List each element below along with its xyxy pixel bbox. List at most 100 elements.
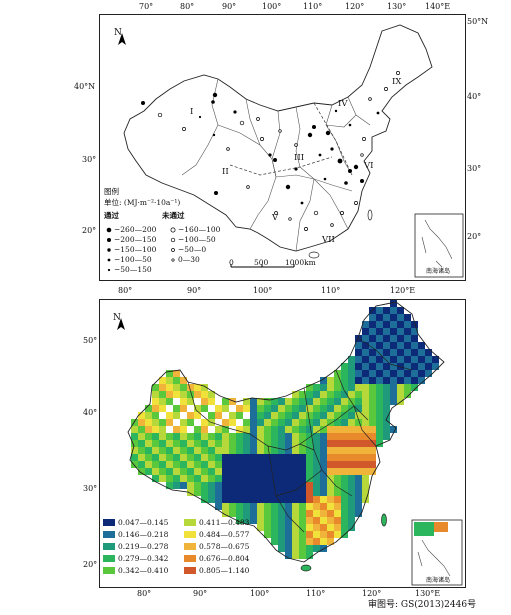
heatmap-cell [306, 440, 313, 447]
legend-label: 0.805—1.140 [199, 566, 250, 575]
heatmap-cell [271, 454, 278, 461]
legend-label: 0.578—0.675 [199, 542, 250, 551]
heatmap-cell [222, 419, 229, 426]
north-arrow-icon [117, 318, 125, 330]
heatmap-cell [313, 482, 320, 489]
heatmap-cell [362, 342, 369, 349]
heatmap-cell [278, 538, 285, 545]
heatmap-cell [397, 363, 404, 370]
heatmap-cell [271, 489, 278, 496]
heatmap-cell [362, 391, 369, 398]
heatmap-cell [250, 475, 257, 482]
legend-passed-item: −50—150 [114, 265, 152, 274]
heatmap-cell [369, 391, 376, 398]
heatmap-cell [390, 426, 397, 433]
heatmap-cell [348, 524, 355, 531]
legend-swatch [184, 519, 196, 526]
legend-label: 0.146—0.218 [118, 530, 169, 539]
lat-tick-right: 30° [467, 164, 482, 173]
inset-label: 南海诸岛 [426, 268, 451, 275]
heatmap-cell [362, 426, 369, 433]
heatmap-cell [320, 433, 327, 440]
heatmap-cell [362, 328, 369, 335]
heatmap-cell [194, 405, 201, 412]
lon-tick: 100° [250, 589, 270, 598]
heatmap-cell [250, 412, 257, 419]
heatmap-cell [327, 377, 334, 384]
heatmap-cell [362, 412, 369, 419]
heatmap-cell [187, 475, 194, 482]
north-arrow-icon [118, 33, 126, 45]
heatmap-cell [411, 384, 418, 391]
heatmap-cell [173, 482, 180, 489]
lon-tick: 100° [253, 286, 273, 295]
heatmap-cell [341, 405, 348, 412]
heatmap-cell [327, 489, 334, 496]
heatmap-cell [369, 321, 376, 328]
heatmap-grid [131, 300, 439, 559]
heatmap-cell [355, 377, 362, 384]
heatmap-cell [250, 454, 257, 461]
heatmap-cell [250, 517, 257, 524]
heatmap-cell [341, 454, 348, 461]
heatmap-cell [369, 356, 376, 363]
heatmap-cell [180, 433, 187, 440]
region-label-9: IX [392, 77, 402, 87]
heatmap-cell [348, 489, 355, 496]
heatmap-cell [180, 426, 187, 433]
heatmap-cell [355, 342, 362, 349]
heatmap-cell [215, 412, 222, 419]
heatmap-cell [292, 454, 299, 461]
heatmap-cell [306, 405, 313, 412]
region-label-3: III [294, 153, 305, 163]
heatmap-cell [236, 447, 243, 454]
heatmap-cell [390, 377, 397, 384]
heatmap-cell [201, 447, 208, 454]
legend-swatch [103, 531, 115, 538]
heatmap-cell [404, 363, 411, 370]
heatmap-cell [362, 405, 369, 412]
heatmap-cell [383, 370, 390, 377]
heatmap-cell [355, 482, 362, 489]
heatmap-cell [376, 433, 383, 440]
heatmap-cell [397, 321, 404, 328]
heatmap-cell [376, 342, 383, 349]
heatmap-cell [145, 419, 152, 426]
heatmap-cell [131, 426, 138, 433]
heatmap-cell [292, 517, 299, 524]
heatmap-cell [159, 475, 166, 482]
heatmap-cell [257, 419, 264, 426]
heatmap-cell [187, 454, 194, 461]
heatmap-cell [250, 510, 257, 517]
heatmap-cell [194, 475, 201, 482]
heatmap-cell [208, 461, 215, 468]
heatmap-cell [383, 314, 390, 321]
heatmap-cell [285, 496, 292, 503]
heatmap-cell [145, 440, 152, 447]
heatmap-cell [250, 405, 257, 412]
heatmap-cell [166, 384, 173, 391]
heatmap-cell [334, 461, 341, 468]
heatmap-cell [355, 349, 362, 356]
heatmap-cell [306, 517, 313, 524]
heatmap-cell [376, 426, 383, 433]
heatmap-cell [341, 468, 348, 475]
heatmap-cell [236, 433, 243, 440]
heatmap-cell [362, 489, 369, 496]
heatmap-cell [397, 384, 404, 391]
heatmap-cell [404, 321, 411, 328]
heatmap-cell [145, 426, 152, 433]
heatmap-cell [264, 412, 271, 419]
heatmap-cell [271, 461, 278, 468]
heatmap-cell [271, 398, 278, 405]
heatmap-cell [166, 412, 173, 419]
heatmap-cell [264, 468, 271, 475]
heatmap-cell [271, 517, 278, 524]
heatmap-cell [285, 468, 292, 475]
heatmap-cell [334, 517, 341, 524]
heatmap-cell [369, 363, 376, 370]
lon-tick: 120° [345, 2, 365, 11]
heatmap-cell [222, 496, 229, 503]
heatmap-cell [194, 454, 201, 461]
heatmap-cell [215, 447, 222, 454]
